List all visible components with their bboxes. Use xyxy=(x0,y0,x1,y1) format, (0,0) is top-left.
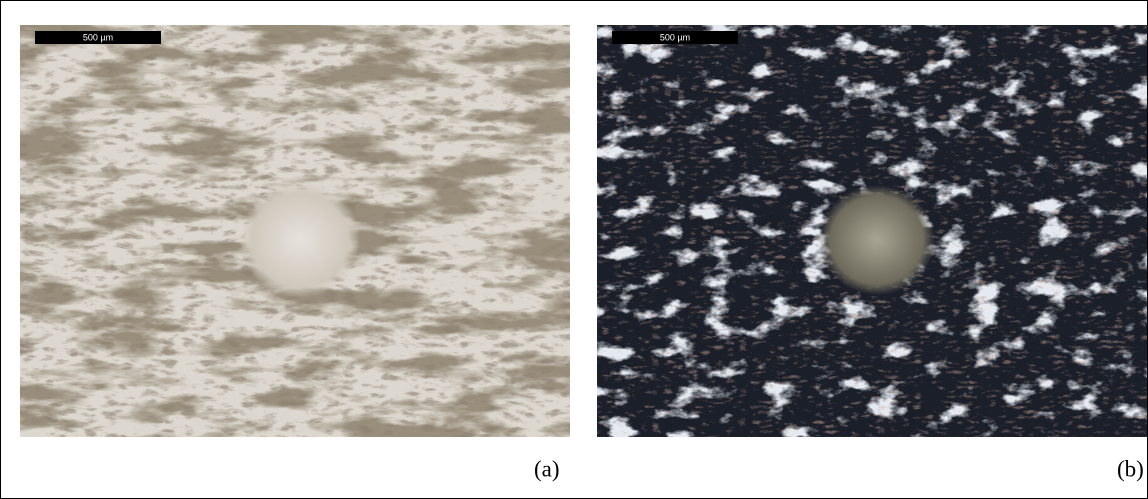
scale-bar-label: 500 µm xyxy=(83,32,113,42)
panel-label: (b) xyxy=(1117,456,1144,481)
panel-a: 500 µm (a) xyxy=(20,25,570,481)
grain xyxy=(240,182,360,298)
grain xyxy=(819,185,935,295)
figure: 500 µm (a) 500 µm (b) xyxy=(0,0,1148,499)
panel-b: 500 µm (b) xyxy=(597,25,1147,481)
panel-label: (a) xyxy=(534,456,560,481)
scale-bar-label: 500 µm xyxy=(660,32,690,42)
